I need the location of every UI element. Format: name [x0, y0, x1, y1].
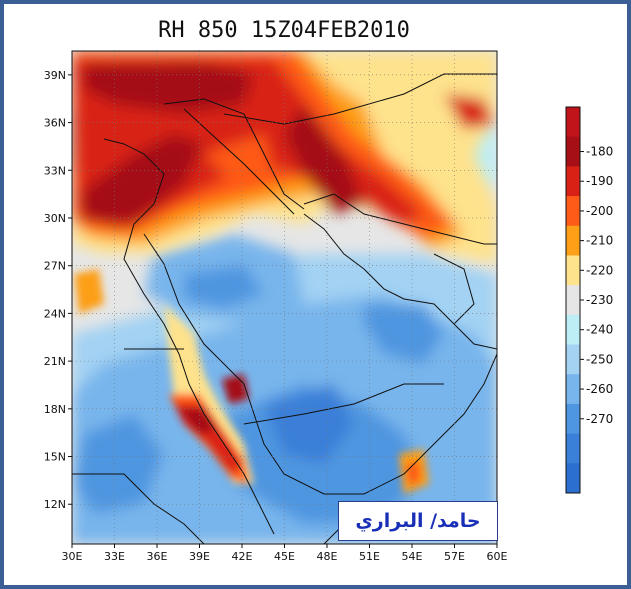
lat-tick-label: 33N — [44, 164, 66, 177]
colorbar-label: -180 — [586, 145, 613, 159]
colorbar-label: -190 — [586, 174, 613, 188]
lon-tick-label: 30E — [62, 550, 83, 563]
colorbar-swatch — [566, 255, 580, 286]
lat-axis: 39N 36N 33N 30N 27N 24N 21N 18N 15N 12N — [44, 69, 72, 511]
colorbar-swatch — [566, 463, 580, 494]
colorbar-label: -260 — [586, 382, 613, 396]
colorbar-label: -270 — [586, 412, 613, 426]
lon-tick-label: 42E — [232, 550, 253, 563]
lon-tick-label: 57E — [444, 550, 465, 563]
colorbar-label: -230 — [586, 293, 613, 307]
lon-tick-label: 60E — [487, 550, 508, 563]
lat-tick-label: 21N — [44, 355, 66, 368]
lat-tick-label: 27N — [44, 260, 66, 273]
map-panel: RH 850 15Z04FEB2010 — [4, 4, 627, 585]
lat-tick-label: 12N — [44, 498, 66, 511]
lat-tick-label: 15N — [44, 451, 66, 464]
colorbar-label: -200 — [586, 204, 613, 218]
author-signature: حامد/ البراري — [338, 501, 498, 541]
map-title: RH 850 15Z04FEB2010 — [158, 18, 410, 43]
lat-tick-label: 39N — [44, 69, 66, 82]
colorbar-swatch — [566, 314, 580, 346]
colorbar-swatch — [566, 196, 580, 227]
colorbar-swatch — [566, 285, 580, 316]
colorbar-label: -220 — [586, 263, 613, 277]
lat-tick-label: 36N — [44, 117, 66, 130]
colorbar-swatch — [566, 166, 580, 197]
colorbar-label: -240 — [586, 323, 613, 337]
lon-tick-label: 45E — [274, 550, 295, 563]
rh-map: 30E 33E 36E 39E 42E 45E 48E 51E 54E 57E 60E 39N 36N… — [44, 50, 508, 563]
colorbar-swatch — [566, 344, 580, 375]
colorbar-swatch — [566, 136, 580, 167]
colorbar-swatch — [566, 374, 580, 405]
colorbar-label: -250 — [586, 352, 613, 366]
colorbar-swatch — [566, 225, 580, 256]
lon-axis: 30E 33E 36E 39E 42E 45E 48E 51E 54E 57E 60E — [62, 544, 508, 563]
lon-tick-label: 48E — [317, 550, 338, 563]
colorbar: -180 -190 -200 -210 -220 -230 -240 -250 -260 -270 — [565, 106, 613, 494]
lon-tick-label: 39E — [189, 550, 210, 563]
lon-tick-label: 54E — [402, 550, 423, 563]
lon-tick-label: 36E — [147, 550, 168, 563]
lon-tick-label: 51E — [359, 550, 380, 563]
lat-tick-label: 30N — [44, 212, 66, 225]
lat-tick-label: 18N — [44, 403, 66, 416]
lon-tick-label: 33E — [104, 550, 125, 563]
colorbar-swatch — [566, 403, 580, 435]
graticule — [72, 51, 497, 544]
signature-text: حامد/ البراري — [355, 510, 481, 532]
rh-field — [72, 51, 497, 544]
lat-tick-label: 24N — [44, 307, 66, 320]
colorbar-swatch — [566, 433, 580, 464]
colorbar-label: -210 — [586, 234, 613, 248]
colorbar-swatch — [566, 107, 580, 138]
